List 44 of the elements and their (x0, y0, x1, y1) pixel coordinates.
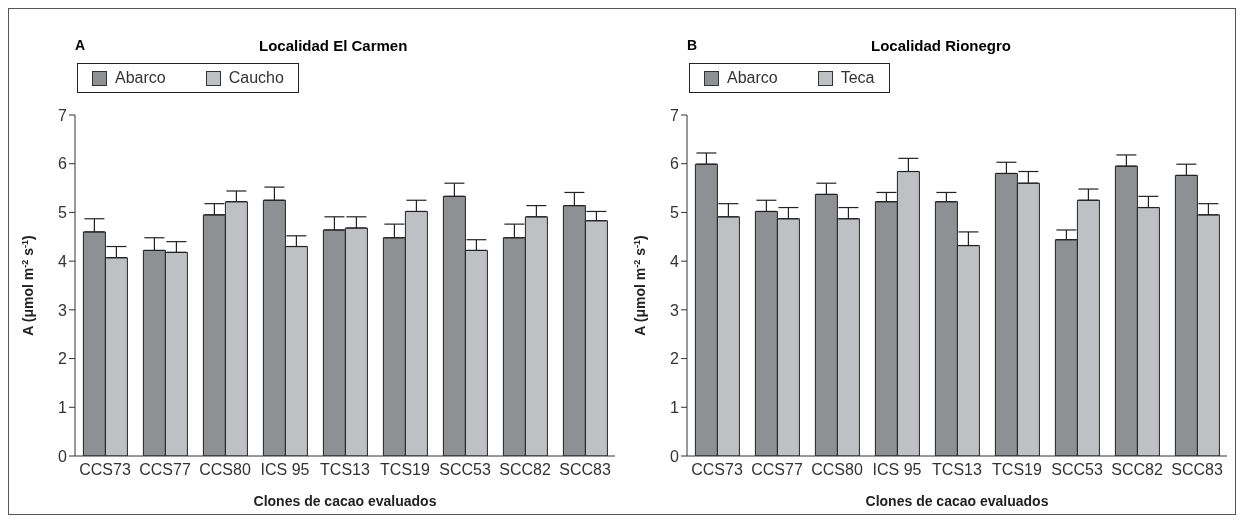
y-tick-label: 3 (670, 301, 680, 319)
x-tick-label: CCS77 (751, 461, 803, 479)
x-axis-title: Clones de cacao evaluados (865, 493, 1049, 509)
y-tick-label: 6 (670, 155, 680, 173)
x-axis-title: Clones de cacao evaluados (253, 493, 437, 509)
y-tick-label: 0 (58, 447, 68, 465)
y-tick-label: 4 (58, 252, 68, 270)
x-tick-label: SCC83 (1171, 461, 1223, 479)
x-tick-label: SCC53 (1051, 461, 1103, 479)
legend-label: Caucho (228, 69, 284, 87)
x-tick-label: CCS77 (139, 461, 191, 479)
y-tick-label: 7 (670, 106, 680, 124)
y-tick-label: 5 (670, 204, 680, 222)
x-tick-label: TCS13 (320, 461, 370, 479)
x-tick-label: CCS80 (199, 461, 251, 479)
x-tick-label: SCC82 (499, 461, 551, 479)
chart-title: Localidad El Carmen (259, 37, 408, 54)
y-tick-label: 2 (58, 350, 68, 368)
x-tick-label: TCS19 (992, 461, 1042, 479)
x-tick-label: CCS80 (811, 461, 863, 479)
y-tick-label: 2 (670, 350, 680, 368)
x-tick-label: SCC53 (439, 461, 491, 479)
x-tick-label: SCC83 (559, 461, 611, 479)
y-tick-label: 1 (670, 398, 680, 416)
y-tick-label: 5 (58, 204, 68, 222)
y-tick-label: 0 (670, 447, 680, 465)
x-tick-label: CCS73 (691, 461, 743, 479)
x-tick-label: TCS13 (932, 461, 982, 479)
x-tick-label: SCC82 (1111, 461, 1163, 479)
y-tick-label: 3 (58, 301, 68, 319)
x-tick-label: ICS 95 (872, 461, 922, 479)
legend-label: Teca (840, 69, 875, 87)
y-tick-label: 7 (58, 106, 68, 124)
x-tick-label: TCS19 (380, 461, 430, 479)
x-tick-label: ICS 95 (260, 461, 310, 479)
legend-label: Abarco (727, 69, 778, 87)
legend-label: Abarco (115, 69, 166, 87)
y-tick-label: 4 (670, 252, 680, 270)
chart-title: Localidad Rionegro (871, 37, 1012, 54)
y-tick-label: 1 (58, 398, 68, 416)
x-tick-label: CCS73 (79, 461, 131, 479)
text: B (687, 37, 698, 53)
y-tick-label: 6 (58, 155, 68, 173)
text: A (75, 37, 86, 53)
